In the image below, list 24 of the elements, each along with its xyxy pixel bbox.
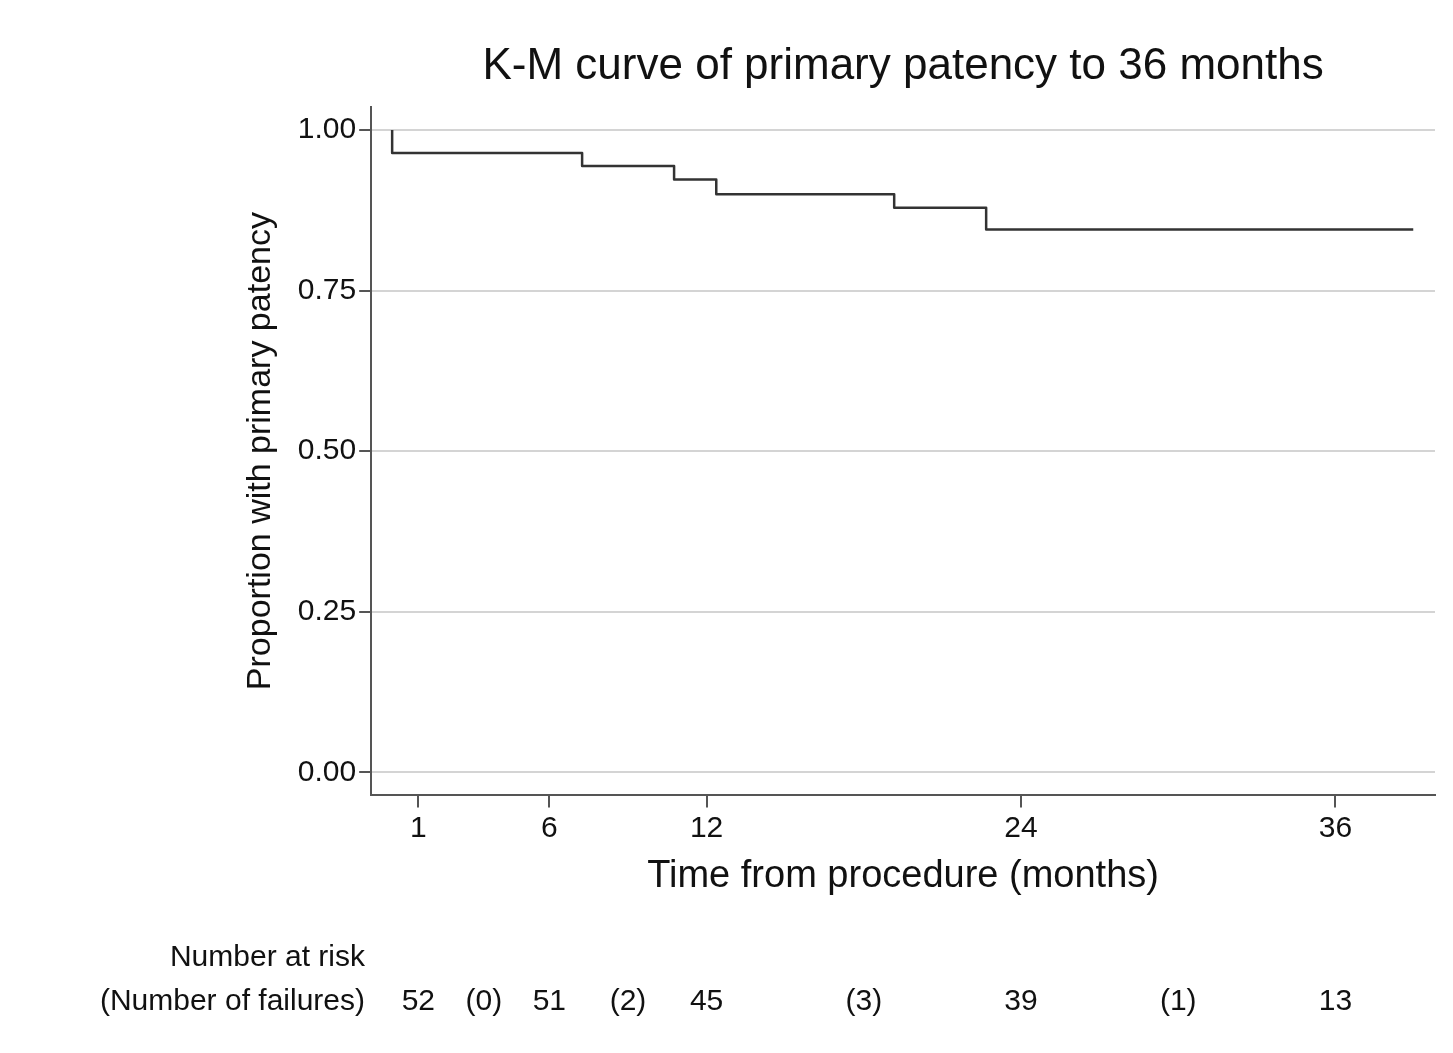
text: 39	[1004, 983, 1038, 1017]
y-axis-title: Proportion with primary patency	[238, 212, 277, 691]
text: 45	[689, 983, 724, 1017]
x-tick-label: 36	[1318, 809, 1353, 843]
x-tick-label: 6	[541, 809, 558, 843]
y-tick-label: 0.25	[297, 592, 357, 626]
text: (3)	[845, 983, 883, 1017]
text: 51	[532, 983, 567, 1017]
x-tick-label: 12	[689, 809, 724, 843]
text: Number at risk	[169, 939, 366, 973]
y-tick-label: 0.75	[297, 271, 357, 305]
text: (1)	[1159, 983, 1197, 1017]
x-tick-label: 1	[410, 809, 427, 843]
y-tick-label: 0.00	[297, 753, 357, 787]
text: (2)	[609, 983, 647, 1017]
text: (Number of failures)	[99, 983, 365, 1017]
text: (0)	[465, 983, 503, 1017]
text: 13	[1318, 983, 1353, 1017]
text: 52	[401, 983, 436, 1017]
x-tick-label: 24	[1004, 809, 1038, 843]
y-tick-label: 1.00	[297, 111, 357, 145]
x-axis-title: Time from procedure (months)	[647, 852, 1159, 895]
chart-title: K-M curve of primary patency to 36 months	[482, 38, 1324, 88]
y-tick-label: 0.50	[297, 432, 357, 466]
